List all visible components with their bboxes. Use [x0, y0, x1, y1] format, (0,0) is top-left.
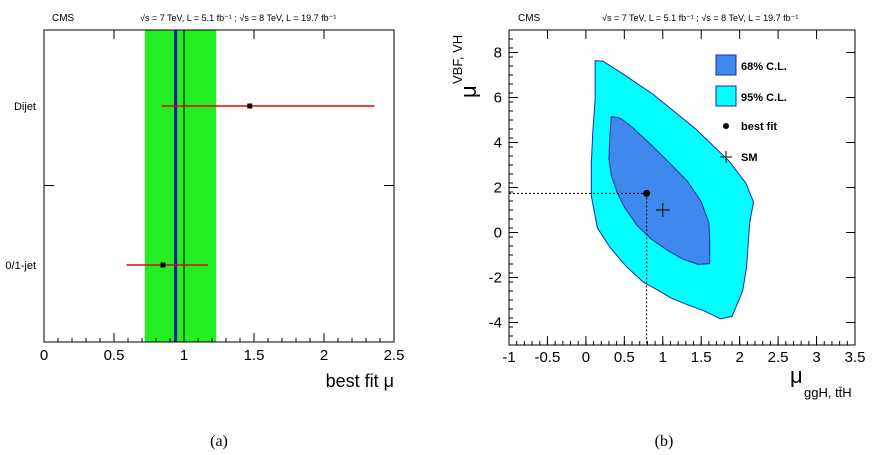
- x-axis-label: best fit μ: [326, 371, 394, 391]
- x-tick-label: 1: [180, 347, 188, 364]
- panel-a-data-layer: [126, 30, 375, 342]
- panel-b-cms-label: CMS: [518, 13, 541, 24]
- y-tick-label: 2: [494, 180, 502, 197]
- x-tick-label: 1.5: [244, 347, 265, 364]
- x-tick-label: 1.5: [691, 349, 712, 366]
- x-axis-label-subscript: ggH, tt̄H: [804, 385, 852, 400]
- category-label: Dijet: [14, 101, 36, 113]
- x-tick-label: 1: [659, 349, 667, 366]
- y-axis-label-subscript: VBF, VH: [450, 35, 465, 84]
- x-tick-label: 2.5: [384, 347, 405, 364]
- combined-uncertainty-band: [144, 30, 217, 342]
- x-axis-label: μ: [790, 363, 803, 388]
- x-tick-label: 0.5: [614, 349, 635, 366]
- legend-label-best-fit: best fit: [741, 121, 777, 133]
- legend-marker-best-fit: [723, 123, 729, 129]
- legend-label-sm: SM: [741, 152, 758, 164]
- x-tick-label: 2: [735, 349, 743, 366]
- x-tick-label: 3.5: [845, 349, 866, 366]
- x-tick-label: -0.5: [535, 349, 561, 366]
- panel-a-chart: Dijet 0/1-jet 0 0.5 1 1.5 2 2.5 best fit μ CMS √…: [5, 13, 404, 450]
- panel-a-cms-label: CMS: [52, 13, 75, 24]
- panel-a-lumi-label: √s = 7 TeV, L = 5.1 fb⁻¹ ; √s = 8 TeV, L…: [140, 13, 336, 23]
- y-tick-label: -2: [489, 270, 502, 287]
- category-label: 0/1-jet: [5, 260, 36, 272]
- y-axis-label: μ: [456, 85, 481, 98]
- legend-swatch-68: [715, 54, 737, 76]
- panel-b-caption: (b): [655, 433, 674, 450]
- x-tick-label: 0: [40, 347, 48, 364]
- x-tick-label: -1: [502, 349, 515, 366]
- best-fit-point: [643, 189, 651, 197]
- panel-b-data-layer: [509, 60, 755, 345]
- y-tick-label: 4: [494, 135, 502, 152]
- y-tick-label: -4: [489, 315, 502, 332]
- legend-label-95: 95% C.L.: [741, 92, 787, 104]
- legend-label-68: 68% C.L.: [741, 61, 787, 73]
- panel-b-legend: 68% C.L. 95% C.L. best fit SM: [715, 54, 787, 164]
- contour-68-cl: [608, 116, 711, 265]
- x-tick-label: 0.5: [104, 347, 125, 364]
- legend-swatch-95: [715, 85, 737, 107]
- best-fit-marker: [160, 262, 166, 268]
- x-tick-label: 2.5: [768, 349, 789, 366]
- best-fit-marker: [247, 103, 253, 109]
- panel-a-frame: [43, 29, 395, 343]
- panel-b-lumi-label: √s = 7 TeV, L = 5.1 fb⁻¹ ; √s = 8 TeV, L…: [602, 13, 798, 23]
- panel-a-caption: (a): [210, 433, 228, 450]
- y-tick-label: 8: [494, 45, 502, 62]
- y-tick-label: 6: [494, 90, 502, 107]
- x-tick-label: 3: [812, 349, 820, 366]
- panel-a-axes: Dijet 0/1-jet 0 0.5 1 1.5 2 2.5 best fit μ: [5, 30, 404, 391]
- x-tick-label: 0: [582, 349, 590, 366]
- x-tick-label: 2: [320, 347, 328, 364]
- y-tick-label: 0: [494, 225, 502, 242]
